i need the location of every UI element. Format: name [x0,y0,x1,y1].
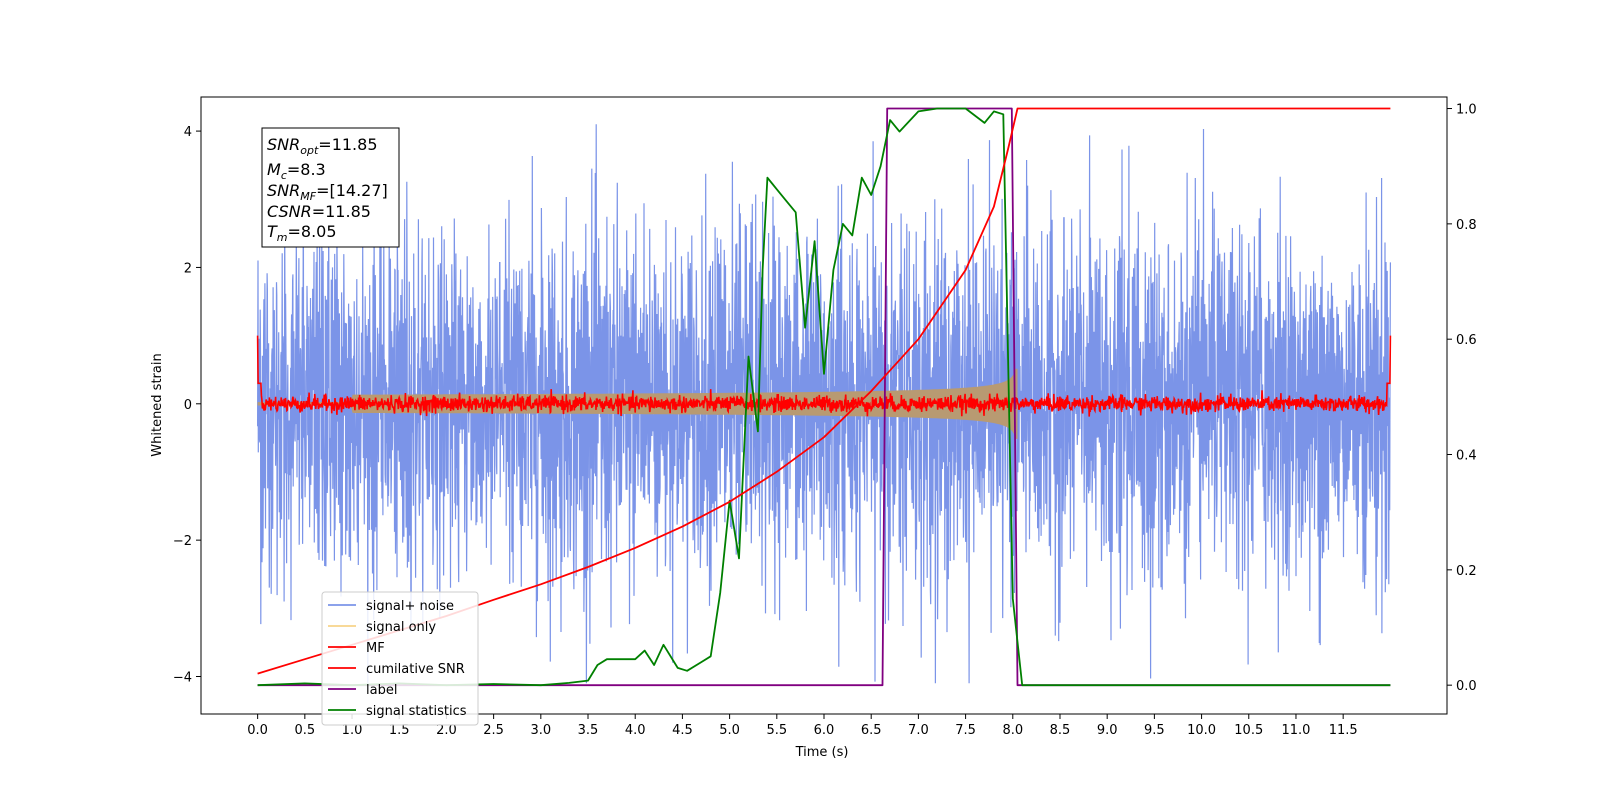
csnr-annotation: CSNR=11.85 [267,202,371,221]
y-axis-left: 4 2 0 −2 −4 [173,125,201,686]
y-left-tick-label: −4 [173,671,192,686]
x-tick-label: 5.5 [766,723,787,738]
series-signal-statistics [257,107,1391,687]
x-tick-label: 2.5 [483,723,504,738]
x-tick-label: 4.5 [672,723,693,738]
y-right-tick-label: 0.0 [1456,679,1477,694]
x-tick-label: 9.5 [1144,723,1165,738]
legend-entries: signal+ noise signal only MF cumilative SNR… [328,599,467,719]
x-tick-label: 10.5 [1234,723,1263,738]
y-left-tick-label: −2 [173,534,192,549]
legend-label: label [366,683,397,698]
legend-label: signal statistics [366,704,467,719]
y-right-tick-label: 1.0 [1456,103,1477,118]
metrics-annotation-box: SNRopt=11.85 Mc=8.3 SNRMF=[14.27] CSNR=1… [261,127,400,248]
y-right-tick-label: 0.6 [1456,333,1477,348]
x-axis-label: Time (s) [795,745,849,760]
x-tick-label: 11.0 [1281,723,1310,738]
x-tick-label: 0.0 [247,723,268,738]
y-axis-left-label: Whitened strain [150,353,165,456]
legend: signal+ noise signal only MF cumilative SNR… [321,591,479,726]
legend-label: signal only [366,620,436,635]
x-tick-label: 8.0 [1002,723,1023,738]
y-right-tick-label: 0.2 [1456,564,1477,579]
x-tick-label: 6.5 [861,723,882,738]
legend-item-signal-noise: signal+ noise [328,599,454,614]
x-tick-label: 10.0 [1187,723,1216,738]
x-tick-label: 3.0 [530,723,551,738]
legend-item-mf: MF [328,641,385,656]
y-left-tick-label: 0 [184,398,192,413]
legend-item-signal-statistics: signal statistics [328,704,467,719]
legend-item-label: label [328,683,397,698]
legend-label: MF [366,641,385,656]
x-tick-label: 11.5 [1329,723,1358,738]
y-right-tick-label: 0.4 [1456,449,1477,464]
x-tick-label: 1.5 [389,723,410,738]
snr-opt-annotation: SNRopt=11.85 [267,135,378,157]
x-tick-label: 5.0 [719,723,740,738]
x-tick-label: 7.0 [908,723,929,738]
annotation-box-border [261,127,400,248]
legend-label: signal+ noise [366,599,454,614]
y-left-tick-label: 4 [184,125,192,140]
y-axis-right: 1.0 0.8 0.6 0.4 0.2 0.0 [1447,103,1477,694]
x-tick-label: 3.5 [578,723,599,738]
legend-label: cumilative SNR [366,662,465,677]
y-left-tick-label: 2 [184,261,192,276]
legend-frame [321,591,479,726]
x-tick-label: 9.0 [1097,723,1118,738]
x-tick-label: 2.0 [436,723,457,738]
tm-annotation: Tm=8.05 [267,222,337,244]
x-tick-label: 7.5 [955,723,976,738]
mc-annotation: Mc=8.3 [267,160,326,182]
series-mf [256,335,1392,417]
x-tick-label: 6.0 [814,723,835,738]
legend-item-cumilative-snr: cumilative SNR [328,662,465,677]
x-tick-label: 4.0 [625,723,646,738]
x-tick-label: 1.0 [342,723,363,738]
snr-mf-annotation: SNRMF=[14.27] [267,181,388,203]
legend-item-signal-only: signal only [328,620,436,635]
x-tick-label: 0.5 [294,723,315,738]
x-tick-label: 8.5 [1050,723,1071,738]
x-axis: 0.0 0.5 1.0 1.5 2.0 2.5 3.0 3.5 4.0 4.5 5.0 5.5 6.0 6… [247,714,1358,738]
y-right-tick-label: 0.8 [1456,218,1477,233]
